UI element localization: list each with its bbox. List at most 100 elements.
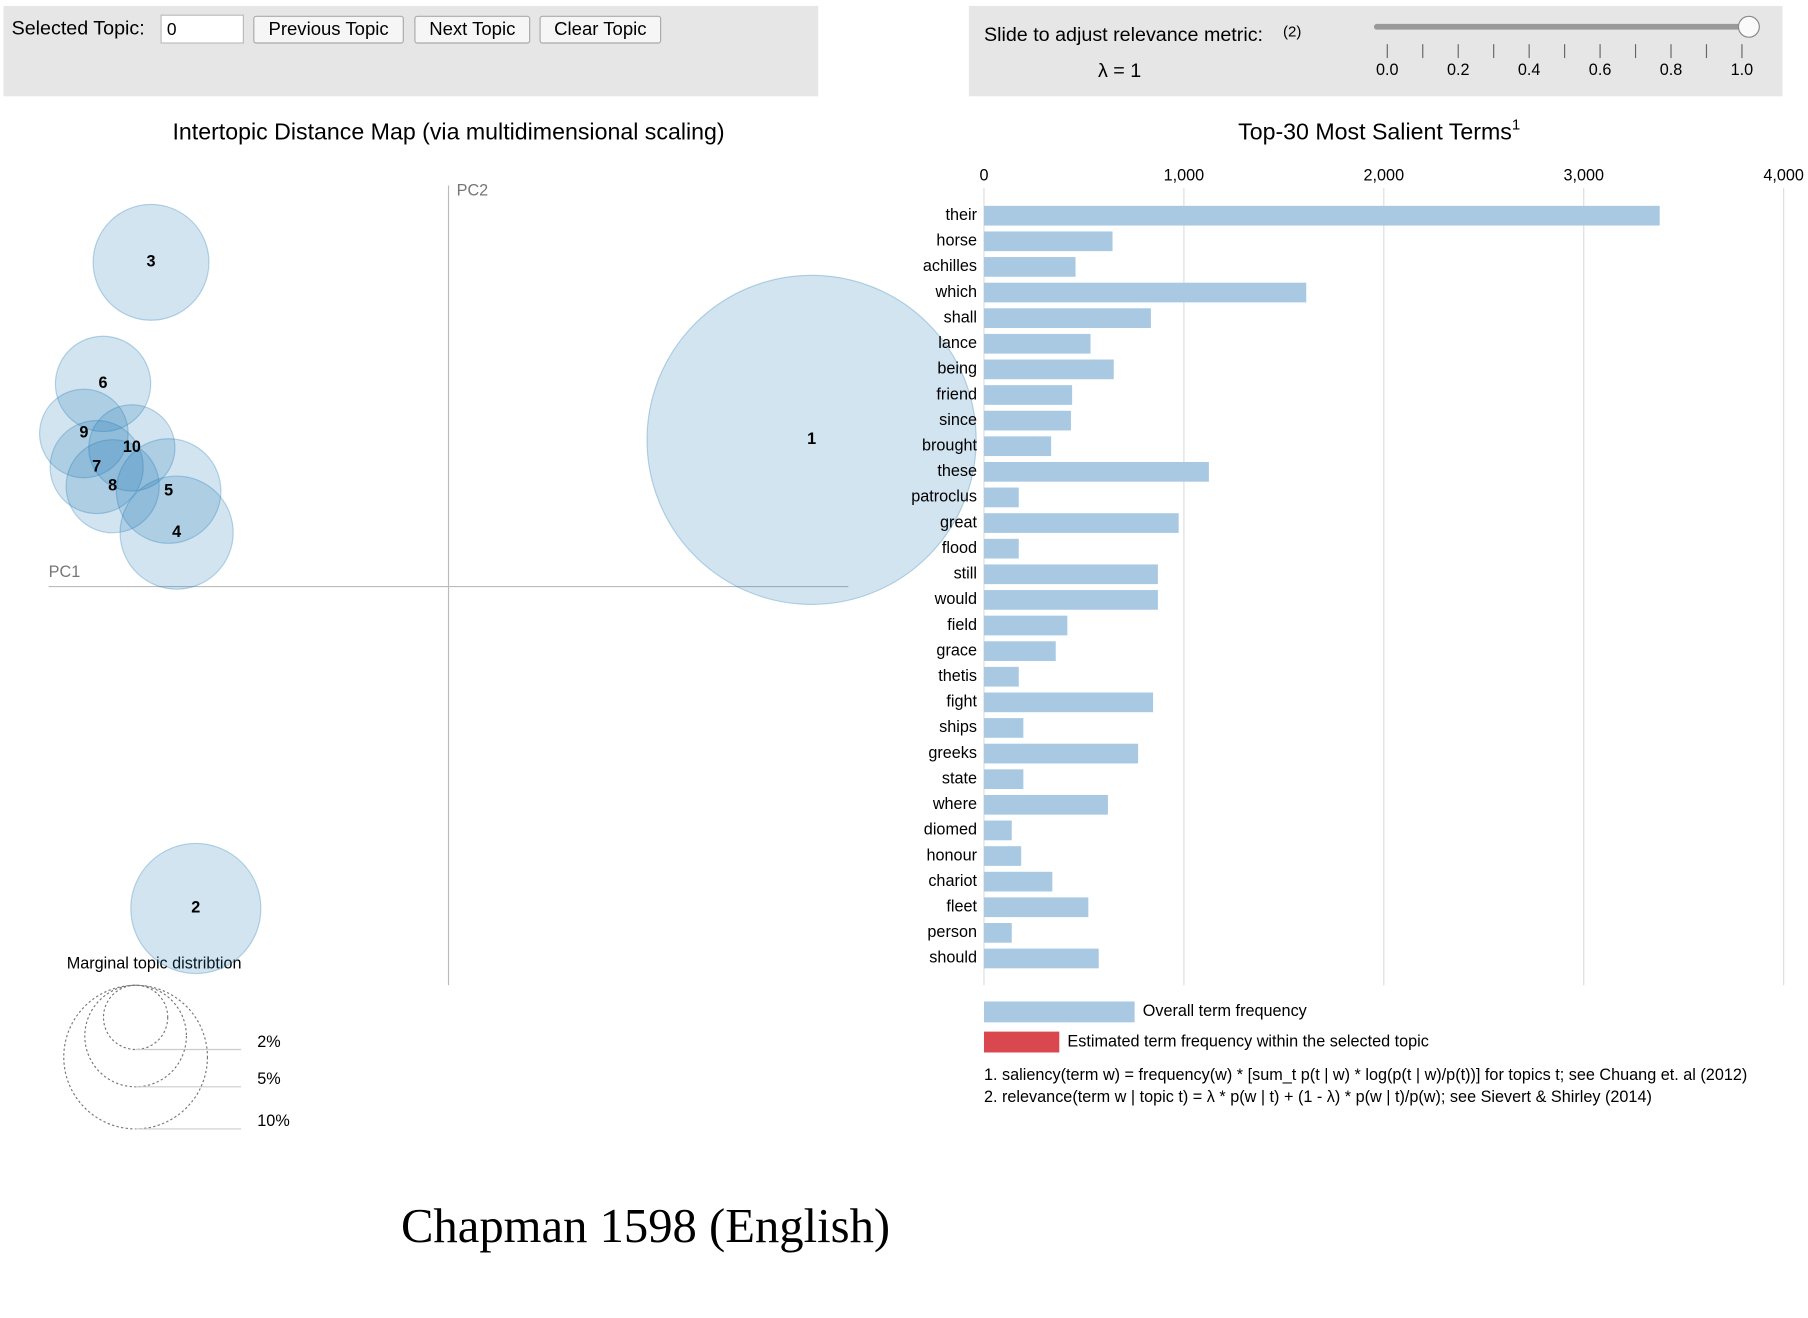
topic-bubble[interactable] [130, 842, 262, 975]
bar[interactable] [983, 333, 1091, 354]
topic-bubble[interactable] [115, 438, 222, 544]
size-legend-label: 10% [257, 1112, 289, 1130]
term-label[interactable]: honour [926, 846, 977, 864]
term-label[interactable]: person [927, 923, 977, 941]
term-label[interactable]: where [932, 795, 977, 813]
term-label[interactable]: ships [939, 718, 977, 736]
term-label[interactable]: chariot [928, 872, 977, 890]
topic-bubble[interactable] [54, 335, 152, 433]
topic-label[interactable]: 7 [92, 457, 101, 475]
term-label[interactable]: should [929, 949, 977, 967]
slider-tick-label: 0.4 [1518, 61, 1541, 79]
term-label[interactable]: fight [946, 693, 977, 711]
bar[interactable] [983, 590, 1158, 610]
size-legend-label: 2% [257, 1033, 280, 1051]
term-label[interactable]: great [940, 513, 977, 531]
slider-tick-label: 0.2 [1447, 61, 1470, 79]
topic-label[interactable]: 4 [172, 523, 181, 541]
topic-input-value[interactable]: 0 [167, 19, 177, 39]
pc2-label: PC2 [457, 182, 489, 200]
term-label[interactable]: which [935, 283, 977, 301]
topic-bubble[interactable] [88, 404, 176, 492]
bar[interactable] [983, 436, 1052, 457]
bar[interactable] [983, 923, 1012, 943]
button[interactable] [253, 15, 404, 44]
term-label[interactable]: would [934, 590, 977, 608]
bar[interactable] [983, 743, 1139, 764]
bar[interactable] [983, 410, 1071, 431]
term-label[interactable]: thetis [938, 667, 977, 685]
term-label[interactable]: these [937, 462, 977, 480]
term-label[interactable]: fleet [946, 898, 977, 916]
bar[interactable] [983, 282, 1307, 303]
topic-label[interactable]: 5 [164, 481, 173, 499]
term-label[interactable]: patroclus [911, 488, 977, 506]
topic-label[interactable]: 9 [79, 424, 88, 442]
term-label[interactable]: still [954, 565, 977, 583]
topic-bubble[interactable] [119, 475, 234, 590]
bar[interactable] [983, 308, 1151, 328]
bar[interactable] [983, 564, 1158, 585]
bar[interactable] [983, 513, 1179, 533]
term-label[interactable]: lance [938, 334, 977, 352]
bar[interactable] [983, 461, 1209, 482]
button-label[interactable]: Clear Topic [554, 18, 646, 39]
topic-input[interactable] [160, 14, 244, 44]
bar[interactable] [983, 487, 1019, 508]
term-label[interactable]: shall [944, 308, 977, 326]
topic-bubble[interactable] [49, 419, 144, 515]
bar[interactable] [983, 718, 1024, 738]
term-label[interactable]: their [945, 206, 977, 224]
bar[interactable] [983, 231, 1113, 252]
term-label[interactable]: friend [936, 385, 977, 403]
size-legend-circle [102, 984, 169, 1051]
term-label[interactable]: horse [936, 232, 977, 250]
topic-label[interactable]: 8 [108, 477, 117, 495]
term-label[interactable]: grace [936, 641, 977, 659]
bar[interactable] [983, 205, 1660, 226]
term-label[interactable]: since [939, 411, 977, 429]
bar[interactable] [983, 897, 1089, 918]
bar[interactable] [983, 846, 1022, 866]
button-label[interactable]: Next Topic [429, 18, 515, 39]
bar[interactable] [983, 666, 1019, 687]
topic-label[interactable]: 6 [99, 374, 108, 392]
term-label[interactable]: flood [942, 539, 977, 557]
topic-bubble[interactable] [92, 203, 210, 321]
size-legend-label: 5% [257, 1070, 280, 1088]
bar[interactable] [983, 615, 1068, 636]
topic-label[interactable]: 1 [807, 430, 816, 448]
topic-bubble[interactable] [646, 274, 977, 606]
topic-bubble[interactable] [65, 439, 160, 534]
x-tick-label: 4,000 [1763, 167, 1804, 185]
term-label[interactable]: brought [922, 436, 978, 454]
slider-handle[interactable] [1737, 15, 1760, 38]
bar[interactable] [983, 257, 1076, 277]
term-label[interactable]: diomed [924, 821, 977, 839]
bar[interactable] [983, 794, 1108, 815]
term-label[interactable]: field [947, 616, 977, 634]
topic-label[interactable]: 2 [191, 899, 200, 917]
bar[interactable] [983, 871, 1053, 892]
topic-label[interactable]: 3 [147, 253, 156, 271]
bar[interactable] [983, 359, 1114, 380]
term-label[interactable]: being [937, 360, 977, 378]
slider-tick-label: 0.8 [1660, 61, 1683, 79]
term-label[interactable]: state [942, 769, 977, 787]
bar[interactable] [983, 692, 1154, 713]
button[interactable] [539, 15, 662, 44]
bar[interactable] [983, 769, 1024, 790]
bar[interactable] [983, 641, 1056, 661]
bar[interactable] [983, 820, 1012, 841]
bar[interactable] [983, 538, 1019, 559]
button[interactable] [414, 15, 531, 44]
term-label[interactable]: greeks [928, 744, 977, 762]
bar[interactable] [983, 385, 1073, 405]
button-label[interactable]: Previous Topic [268, 18, 388, 39]
bar[interactable] [983, 948, 1099, 969]
term-label[interactable]: achilles [923, 257, 977, 275]
topic-bubble[interactable] [39, 388, 129, 479]
topic-control-panel [3, 5, 819, 97]
size-legend-circle [63, 984, 209, 1130]
topic-label[interactable]: 10 [123, 438, 141, 456]
